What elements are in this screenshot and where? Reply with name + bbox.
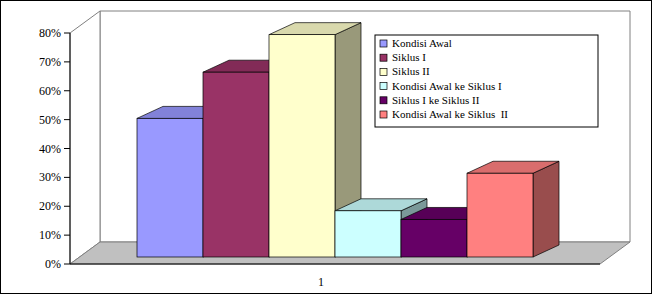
chart-border: [1, 1, 652, 294]
bar-top: [467, 161, 559, 173]
bar-side: [533, 161, 559, 257]
y-tick-label: 60%: [39, 84, 61, 98]
legend-swatch: [380, 111, 387, 118]
bar-front: [203, 72, 269, 257]
side-wall: [70, 11, 100, 264]
legend-label: Siklus II: [392, 65, 430, 77]
y-tick: [64, 119, 70, 120]
bar-front: [269, 35, 335, 257]
legend: Kondisi Awal Siklus I Siklus II Kondisi Awa…: [375, 35, 598, 127]
y-tick: [64, 206, 70, 207]
y-tick: [64, 33, 70, 34]
y-tick-label: 80%: [39, 26, 61, 40]
legend-swatch: [380, 54, 387, 61]
bar-front: [401, 219, 467, 257]
y-tick: [64, 148, 70, 149]
legend-label: Kondisi Awal ke Siklus I: [392, 80, 502, 92]
y-tick: [64, 235, 70, 236]
y-tick-label: 0%: [45, 257, 61, 271]
legend-swatch: [380, 97, 387, 104]
bar-front: [335, 211, 401, 257]
y-tick-label: 40%: [39, 142, 61, 156]
y-tick-label: 20%: [39, 199, 61, 213]
legend-box: [375, 35, 598, 127]
y-tick: [64, 177, 70, 178]
bar: [467, 161, 559, 257]
y-tick-label: 30%: [39, 170, 61, 184]
legend-swatch: [380, 40, 387, 47]
x-tick-label: 1: [318, 275, 324, 289]
legend-swatch: [380, 68, 387, 75]
bar-front: [137, 118, 203, 257]
bar-top: [335, 199, 427, 211]
y-tick-label: 10%: [39, 228, 61, 242]
y-tick: [64, 61, 70, 62]
legend-label: Siklus I ke Siklus II: [392, 94, 480, 106]
bar-top: [269, 23, 361, 35]
legend-label: Kondisi Awal: [392, 37, 452, 49]
y-tick-label: 70%: [39, 55, 61, 69]
x-axis: [70, 264, 600, 265]
y-tick: [64, 264, 70, 265]
bar-front: [467, 173, 533, 257]
legend-label: Kondisi Awal ke Siklus II: [392, 108, 508, 120]
legend-swatch: [380, 83, 387, 90]
y-tick: [64, 90, 70, 91]
legend-label: Siklus I: [392, 51, 426, 63]
y-tick-label: 50%: [39, 113, 61, 127]
